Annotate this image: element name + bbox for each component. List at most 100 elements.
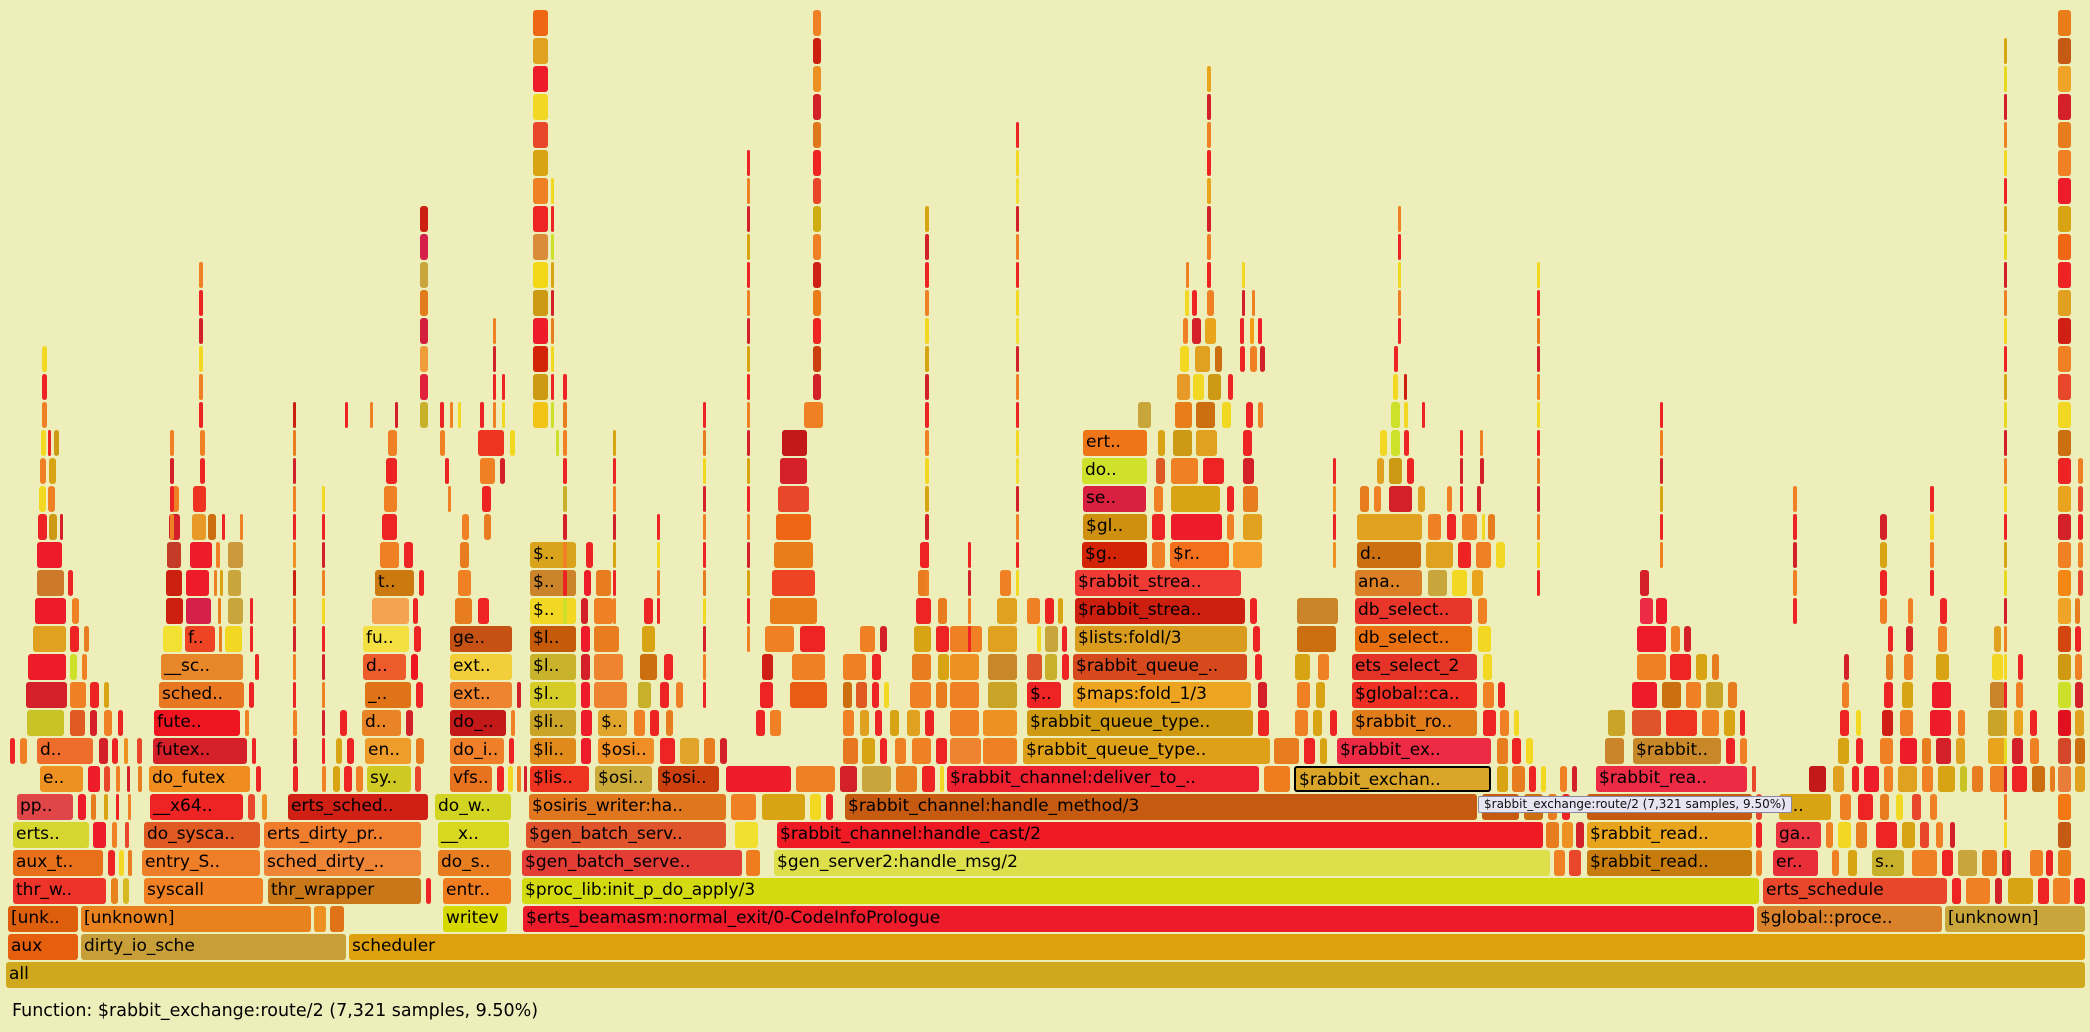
flame-frame-fragment[interactable]	[2018, 654, 2023, 680]
flame-frame-fragment[interactable]	[1016, 150, 1019, 176]
flame-frame-fragment[interactable]	[344, 766, 352, 792]
flame-frame-fragment[interactable]	[1488, 514, 1495, 540]
flame-frame-fragment[interactable]	[1670, 654, 1691, 680]
flame-frame-fragment[interactable]	[1246, 402, 1253, 428]
flame-frame[interactable]: $maps:fold_1/3	[1073, 682, 1251, 708]
flame-frame-fragment[interactable]	[533, 234, 548, 260]
flame-frame-fragment[interactable]	[170, 458, 174, 484]
flame-frame-fragment[interactable]	[1242, 290, 1245, 316]
flame-frame[interactable]: aux	[8, 934, 78, 960]
flame-frame-fragment[interactable]	[208, 514, 216, 540]
flame-frame-fragment[interactable]	[2078, 486, 2083, 512]
flame-frame-fragment[interactable]	[219, 626, 222, 652]
flame-frame-fragment[interactable]	[1660, 458, 1663, 484]
flame-frame-fragment[interactable]	[938, 598, 947, 624]
flame-frame[interactable]: erts_dirty_pr..	[264, 822, 421, 848]
flame-frame-fragment[interactable]	[2004, 710, 2007, 736]
flame-frame[interactable]: $li..	[530, 710, 576, 736]
flame-frame-fragment[interactable]	[950, 654, 979, 680]
flame-frame-fragment[interactable]	[322, 598, 325, 624]
flame-frame-fragment[interactable]	[920, 542, 929, 568]
flame-frame-fragment[interactable]	[1662, 682, 1681, 708]
flame-frame-fragment[interactable]	[2075, 738, 2085, 764]
flame-frame-fragment[interactable]	[252, 738, 256, 764]
flame-frame-fragment[interactable]	[1295, 710, 1308, 736]
flame-frame-fragment[interactable]	[255, 654, 259, 680]
flame-frame[interactable]: $rabbit_exchan..	[1294, 766, 1491, 792]
flame-frame-fragment[interactable]	[747, 318, 750, 344]
flame-frame-fragment[interactable]	[1912, 794, 1921, 820]
flame-frame-fragment[interactable]	[1940, 598, 1947, 624]
flame-frame[interactable]: sched..	[159, 682, 244, 708]
flame-frame-fragment[interactable]	[950, 738, 981, 764]
flame-frame-fragment[interactable]	[386, 458, 397, 484]
flame-frame-fragment[interactable]	[925, 570, 929, 596]
flame-frame-fragment[interactable]	[104, 766, 110, 792]
flame-frame-fragment[interactable]	[78, 794, 86, 820]
flame-frame[interactable]: _..	[365, 682, 411, 708]
flame-frame[interactable]: f..	[185, 626, 215, 652]
flame-frame-fragment[interactable]	[936, 626, 949, 652]
flame-frame-fragment[interactable]	[118, 710, 123, 736]
flame-frame-fragment[interactable]	[420, 318, 428, 344]
flame-frame-fragment[interactable]	[1497, 766, 1508, 792]
flame-frame-fragment[interactable]	[248, 794, 255, 820]
flame-frame-fragment[interactable]	[703, 402, 706, 428]
flame-frame-fragment[interactable]	[1016, 570, 1019, 596]
flame-frame-fragment[interactable]	[480, 458, 495, 484]
flame-frame-fragment[interactable]	[988, 626, 1017, 652]
flame-frame-fragment[interactable]	[1640, 570, 1649, 596]
flame-frame-fragment[interactable]	[497, 766, 504, 792]
flame-frame[interactable]: entr..	[443, 878, 511, 904]
flame-frame-fragment[interactable]	[104, 682, 109, 708]
flame-frame-fragment[interactable]	[411, 654, 418, 680]
flame-frame-fragment[interactable]	[1930, 542, 1934, 568]
flame-frame-fragment[interactable]	[2050, 766, 2055, 792]
flame-frame-fragment[interactable]	[533, 66, 548, 92]
flame-frame-fragment[interactable]	[1537, 262, 1540, 288]
flame-frame-fragment[interactable]	[563, 458, 567, 484]
flame-frame[interactable]: $..	[530, 598, 576, 624]
flame-frame-fragment[interactable]	[199, 374, 203, 400]
flame-frame-fragment[interactable]	[2058, 10, 2071, 36]
flame-frame-fragment[interactable]	[228, 598, 243, 624]
flame-frame-fragment[interactable]	[1660, 542, 1663, 568]
flame-frame-fragment[interactable]	[1171, 486, 1220, 512]
flame-frame-fragment[interactable]	[1512, 738, 1521, 764]
flame-frame-fragment[interactable]	[70, 626, 79, 652]
flame-frame-fragment[interactable]	[26, 682, 67, 708]
flame-frame-fragment[interactable]	[925, 514, 929, 540]
flame-frame-fragment[interactable]	[1537, 402, 1540, 428]
flame-frame[interactable]: do_sysca..	[144, 822, 260, 848]
flame-frame-fragment[interactable]	[2058, 486, 2071, 512]
flame-frame-fragment[interactable]	[1712, 654, 1719, 680]
flame-frame-fragment[interactable]	[813, 262, 821, 288]
flame-frame-fragment[interactable]	[2004, 514, 2007, 540]
flame-frame-fragment[interactable]	[1252, 290, 1255, 316]
flame-frame-fragment[interactable]	[1297, 626, 1336, 652]
flame-frame-fragment[interactable]	[1207, 206, 1211, 232]
flame-frame-fragment[interactable]	[1537, 486, 1540, 512]
flame-frame[interactable]: $l..	[530, 654, 576, 680]
flame-frame-fragment[interactable]	[1016, 486, 1019, 512]
flame-frame-fragment[interactable]	[420, 290, 428, 316]
flame-frame-fragment[interactable]	[747, 374, 750, 400]
flame-frame-fragment[interactable]	[950, 626, 982, 652]
flame-frame-fragment[interactable]	[813, 150, 821, 176]
flame-frame-fragment[interactable]	[533, 38, 548, 64]
flame-frame-fragment[interactable]	[2004, 262, 2007, 288]
flame-frame-fragment[interactable]	[778, 486, 809, 512]
flame-frame-fragment[interactable]	[1016, 122, 1019, 148]
flame-frame-fragment[interactable]	[450, 402, 453, 428]
flame-frame-fragment[interactable]	[1295, 654, 1310, 680]
flame-frame-fragment[interactable]	[1942, 850, 1953, 876]
flame-frame-fragment[interactable]	[747, 570, 750, 596]
flame-frame[interactable]: $rabbit_queue_type..	[1027, 710, 1253, 736]
flame-frame-fragment[interactable]	[2078, 458, 2083, 484]
flame-frame-fragment[interactable]	[322, 654, 325, 680]
flame-frame[interactable]: __x64..	[150, 794, 243, 820]
flame-frame-fragment[interactable]	[2004, 38, 2007, 64]
flame-frame-fragment[interactable]	[581, 598, 588, 624]
flame-frame-fragment[interactable]	[1666, 710, 1697, 736]
flame-frame-fragment[interactable]	[60, 514, 63, 540]
